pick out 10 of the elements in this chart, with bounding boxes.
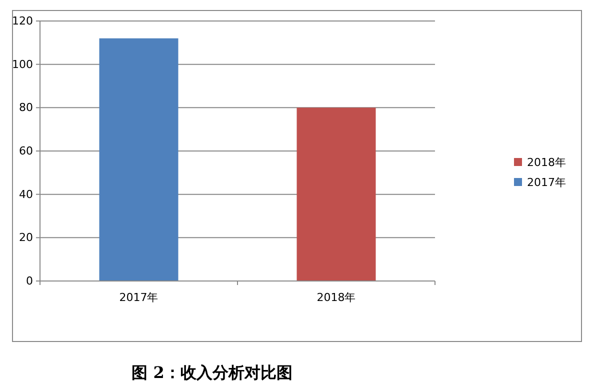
y-tick-label: 0: [26, 274, 33, 288]
y-tick-label: 60: [19, 144, 33, 158]
y-tick-label: 80: [19, 101, 33, 114]
legend-label: 2017年: [527, 176, 566, 189]
text: 图 2：收入分析对比图: [132, 363, 292, 382]
y-tick-label: 20: [19, 231, 33, 244]
legend-label: 2018年: [527, 156, 566, 169]
y-tick-label: 120: [12, 14, 33, 28]
y-tick-label: 100: [12, 58, 33, 71]
y-tick-label: 40: [19, 188, 33, 201]
